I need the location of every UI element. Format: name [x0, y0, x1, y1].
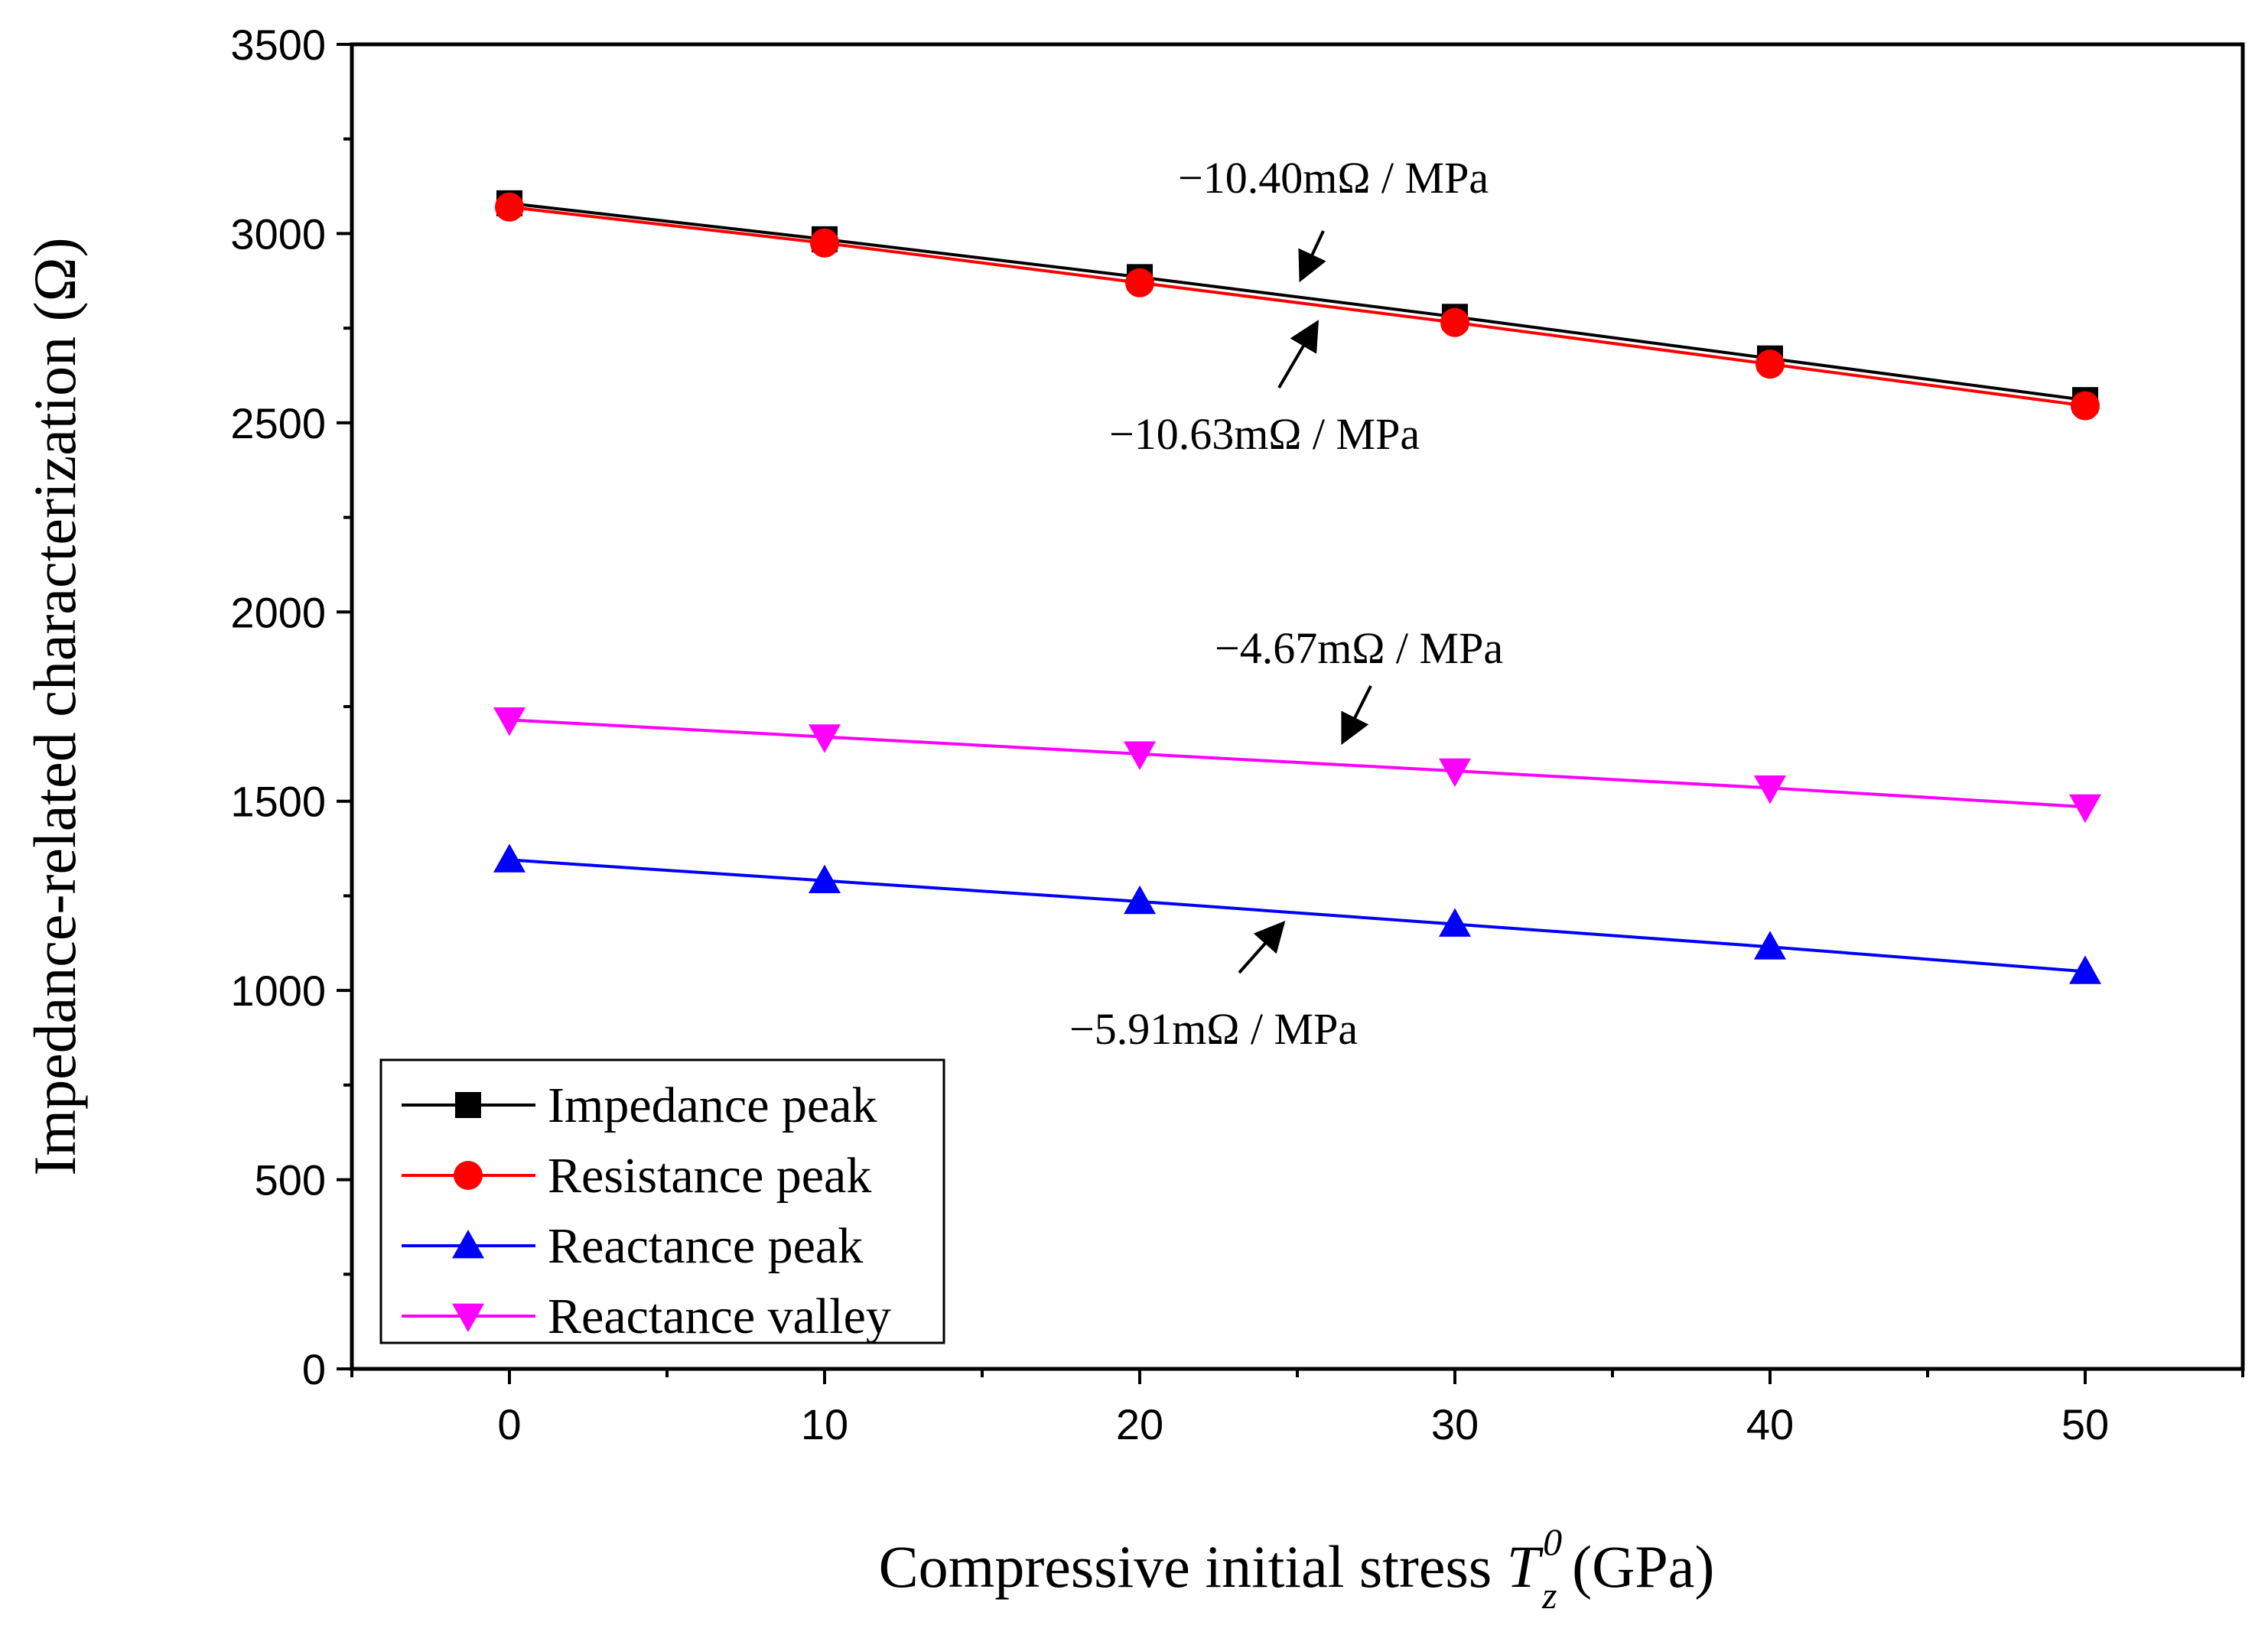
data-point — [1439, 908, 1471, 937]
legend-marker — [452, 1230, 484, 1259]
legend: Impedance peak Resistance peak Reactance p… — [379, 1058, 945, 1344]
x-axis: 0 10 20 30 40 50 — [350, 1369, 2244, 1448]
series-reactance-peak — [493, 844, 2101, 984]
series-line — [509, 858, 2086, 974]
data-point — [1754, 931, 1786, 960]
x-axis-title: Compressive initial stress T0 z (GPa) — [879, 1520, 1715, 1617]
x-tick-label: 10 — [801, 1400, 848, 1448]
y-tick-label: 500 — [255, 1156, 326, 1204]
legend-label: Impedance peak — [548, 1078, 877, 1133]
series-line — [509, 201, 2086, 402]
annotation-resistance-slope: −10.63mΩ / MPa — [1109, 409, 1420, 459]
data-point — [1440, 307, 1469, 337]
legend-item: Impedance peak — [402, 1078, 877, 1133]
annotation-arrow-resistance — [1277, 320, 1319, 389]
data-point — [2069, 794, 2101, 824]
annotation-valley-slope: −4.67mΩ / MPa — [1215, 623, 1503, 673]
legend-item: Reactance valley — [402, 1289, 891, 1344]
x-axis-title-suffix: (GPa) — [1557, 1533, 1715, 1600]
annotation-impedance-slope: −10.40mΩ / MPa — [1178, 153, 1489, 203]
data-point — [1439, 758, 1471, 788]
data-point — [2069, 955, 2101, 984]
legend-label: Reactance peak — [548, 1218, 863, 1274]
data-point — [1756, 349, 1785, 379]
data-point — [809, 864, 841, 894]
data-point — [809, 724, 841, 753]
annotations: −10.40mΩ / MPa −10.63mΩ / MPa −4.67mΩ / … — [1069, 153, 1503, 1054]
y-tick-label: 2500 — [230, 399, 326, 447]
series-layer — [493, 190, 2101, 984]
legend-marker — [452, 1303, 484, 1332]
y-tick-label: 2000 — [230, 588, 326, 636]
data-point — [1125, 268, 1154, 297]
y-tick-label: 0 — [302, 1345, 326, 1393]
x-tick-label: 50 — [2061, 1400, 2109, 1448]
y-axis-title: Impedance-related characterization (Ω) — [21, 237, 88, 1175]
annotation-reactance-slope: −5.91mΩ / MPa — [1069, 1004, 1358, 1054]
data-point — [493, 844, 526, 873]
legend-label: Reactance valley — [548, 1289, 891, 1344]
data-point — [1124, 741, 1156, 770]
series-line — [509, 718, 2086, 809]
legend-item: Reactance peak — [402, 1218, 863, 1274]
series-reactance-valley — [493, 707, 2101, 824]
x-axis-title-subscript: z — [1541, 1574, 1557, 1617]
legend-marker — [455, 1092, 481, 1118]
data-point — [2071, 391, 2100, 421]
y-tick-label: 1500 — [230, 778, 326, 826]
legend-item: Resistance peak — [402, 1148, 871, 1204]
data-point — [495, 192, 524, 222]
data-point — [493, 707, 526, 736]
series-resistance-peak — [495, 192, 2100, 421]
annotation-arrow-reactance — [1238, 921, 1286, 974]
x-axis-title-symbol: T — [1507, 1533, 1544, 1600]
data-point — [810, 228, 839, 258]
annotation-arrow-impedance — [1298, 230, 1326, 283]
legend-marker — [454, 1161, 483, 1190]
x-tick-label: 30 — [1431, 1400, 1479, 1448]
y-tick-label: 3000 — [230, 210, 326, 258]
y-tick-label: 1000 — [230, 967, 326, 1015]
x-axis-title-prefix: Compressive initial stress — [879, 1533, 1507, 1600]
x-tick-label: 20 — [1116, 1400, 1163, 1448]
x-tick-label: 40 — [1746, 1400, 1794, 1448]
legend-label: Resistance peak — [548, 1148, 871, 1204]
data-point — [1124, 885, 1156, 915]
y-axis: 0 500 1000 1500 2000 2500 3000 3500 — [230, 21, 352, 1393]
y-tick-label: 3500 — [230, 21, 326, 69]
x-tick-label: 0 — [497, 1400, 521, 1448]
x-axis-title-superscript: 0 — [1543, 1520, 1562, 1563]
series-line — [509, 205, 2086, 408]
annotation-arrow-valley — [1341, 685, 1372, 746]
data-point — [1754, 775, 1786, 804]
